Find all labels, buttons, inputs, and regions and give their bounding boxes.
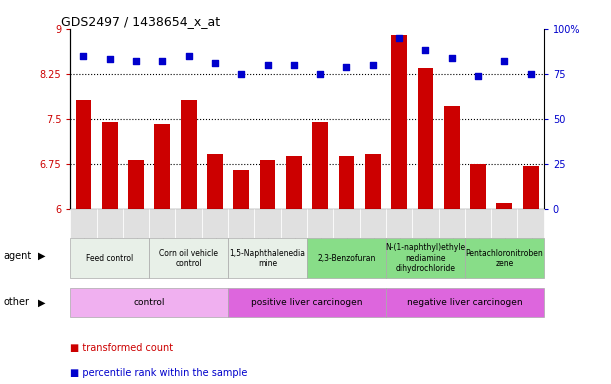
Text: other: other xyxy=(3,297,29,308)
Text: Corn oil vehicle
control: Corn oil vehicle control xyxy=(159,248,218,268)
Bar xyxy=(496,203,512,384)
Bar xyxy=(260,160,276,384)
Text: N-(1-naphthyl)ethyle
nediamine
dihydrochloride: N-(1-naphthyl)ethyle nediamine dihydroch… xyxy=(386,243,466,273)
Point xyxy=(342,64,351,70)
Point xyxy=(499,58,509,65)
Bar xyxy=(338,156,354,384)
Text: agent: agent xyxy=(3,251,31,261)
Bar xyxy=(417,68,433,384)
Bar xyxy=(286,156,302,384)
Bar xyxy=(207,154,223,384)
Bar xyxy=(181,100,197,384)
Text: 1,5-Naphthalenedia
mine: 1,5-Naphthalenedia mine xyxy=(230,248,306,268)
Point xyxy=(525,71,535,77)
Text: ▶: ▶ xyxy=(38,297,45,308)
Bar xyxy=(76,100,91,384)
Point xyxy=(105,56,115,63)
Text: ■ transformed count: ■ transformed count xyxy=(70,343,174,353)
Bar xyxy=(128,160,144,384)
Bar xyxy=(155,124,170,384)
Text: positive liver carcinogen: positive liver carcinogen xyxy=(251,298,363,307)
Bar xyxy=(470,164,486,384)
Text: control: control xyxy=(133,298,165,307)
Point xyxy=(420,47,430,53)
Point xyxy=(315,71,325,77)
Text: ▶: ▶ xyxy=(38,251,45,261)
Text: GDS2497 / 1438654_x_at: GDS2497 / 1438654_x_at xyxy=(61,15,220,28)
Point xyxy=(184,53,194,59)
Text: Pentachloronitroben
zene: Pentachloronitroben zene xyxy=(466,248,543,268)
Text: 2,3-Benzofuran: 2,3-Benzofuran xyxy=(317,254,376,263)
Point xyxy=(79,53,89,59)
Point xyxy=(368,62,378,68)
Point xyxy=(289,62,299,68)
Bar xyxy=(312,122,328,384)
Text: negative liver carcinogen: negative liver carcinogen xyxy=(407,298,522,307)
Text: Feed control: Feed control xyxy=(86,254,133,263)
Bar xyxy=(365,154,381,384)
Bar xyxy=(444,106,459,384)
Bar xyxy=(391,35,407,384)
Point xyxy=(447,55,456,61)
Bar xyxy=(233,170,249,384)
Point xyxy=(394,35,404,41)
Bar xyxy=(102,122,117,384)
Point xyxy=(210,60,220,66)
Point xyxy=(158,58,167,65)
Point xyxy=(473,73,483,79)
Point xyxy=(236,71,246,77)
Bar xyxy=(523,166,538,384)
Text: ■ percentile rank within the sample: ■ percentile rank within the sample xyxy=(70,368,247,378)
Point xyxy=(131,58,141,65)
Point xyxy=(263,62,273,68)
